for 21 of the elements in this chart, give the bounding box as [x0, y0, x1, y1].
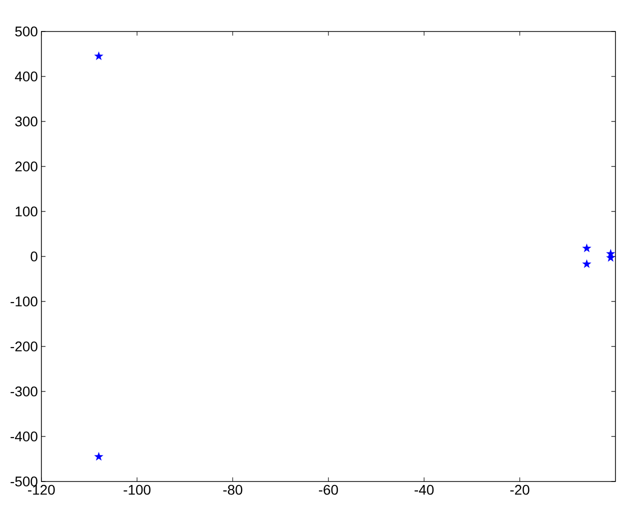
- x-tick-label: -40: [414, 484, 434, 495]
- y-tick-label: -500: [10, 476, 38, 486]
- y-tick-label: -300: [10, 386, 38, 396]
- y-tick-label: 200: [15, 162, 38, 172]
- x-tick-label: -80: [223, 484, 242, 495]
- y-tick-label: 0: [30, 252, 38, 262]
- point: [94, 452, 104, 461]
- y-tick-label: 500: [15, 26, 38, 36]
- y-tick-label: -200: [10, 342, 38, 352]
- x-tick-label: -100: [124, 484, 150, 495]
- y-tick-label: -100: [10, 296, 38, 306]
- y-tick-label: 400: [14, 72, 38, 82]
- point: [582, 244, 592, 252]
- y-tick-label: -400: [10, 432, 38, 442]
- x-tick-label: -60: [318, 484, 338, 495]
- point: [94, 51, 104, 60]
- point: [582, 259, 592, 268]
- x-tick-label: -20: [510, 484, 530, 495]
- x-tick-label: -120: [28, 484, 55, 495]
- y-tick-label: 300: [15, 116, 38, 126]
- y-tick-label: 100: [16, 206, 38, 216]
